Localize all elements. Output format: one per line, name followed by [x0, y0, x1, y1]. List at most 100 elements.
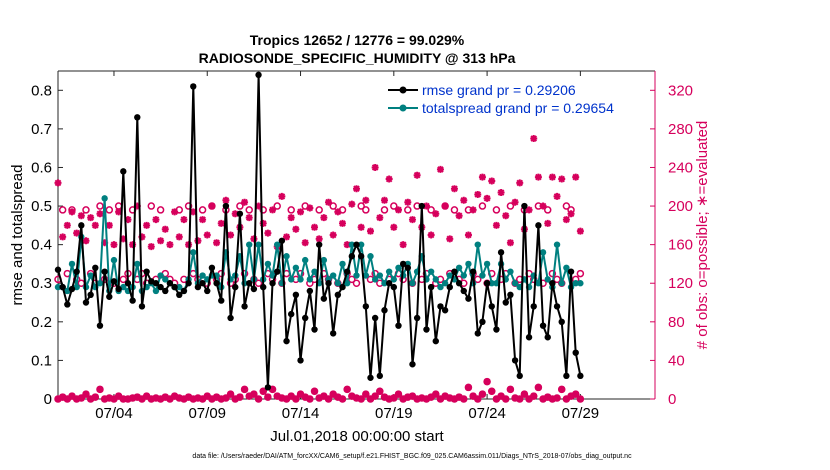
obs-evaluated-point-low — [269, 385, 277, 393]
obs-evaluated-point-low — [460, 395, 468, 403]
obs-evaluated-point-low — [301, 393, 309, 401]
obs-evaluated-point-low-shape — [222, 394, 230, 402]
rmse-point — [334, 291, 342, 299]
obs-evaluated-point-low-shape — [530, 392, 538, 400]
totalspread-point — [68, 260, 76, 268]
totalspread-point — [474, 241, 481, 248]
obs-evaluated-point-low-shape — [325, 395, 333, 403]
obs-evaluated-point-low-shape — [348, 392, 356, 400]
rmse-point — [539, 322, 547, 329]
obs-evaluated-point-shape — [63, 221, 71, 229]
obs-evaluated-point — [534, 173, 542, 181]
totalspread-point — [385, 268, 393, 275]
rmse-point — [441, 307, 449, 314]
obs-evaluated-point-shape — [110, 241, 118, 249]
obs-evaluated-point-low — [311, 387, 319, 395]
obs-evaluated-point-low-shape — [567, 392, 575, 400]
obs-possible-point — [390, 202, 398, 210]
left-y-tick-label: 0.5 — [31, 198, 52, 215]
totalspread-point — [110, 256, 118, 264]
totalspread-point — [288, 276, 295, 283]
obs-evaluated-point-shape — [562, 216, 570, 224]
obs-evaluated-point-low-shape — [278, 394, 286, 402]
obs-evaluated-point-low-shape — [436, 395, 444, 403]
obs-evaluated-point-low — [115, 392, 123, 400]
obs-possible-point — [352, 279, 361, 287]
obs-evaluated-point-low-shape — [362, 390, 370, 398]
rmse-point — [68, 285, 76, 293]
rmse-point — [367, 374, 374, 381]
rmse-point — [502, 299, 509, 306]
obs-evaluated-point-shape — [115, 208, 123, 216]
obs-evaluated-point — [283, 233, 291, 241]
x-tick-label: 07/14 — [282, 405, 320, 422]
totalspread-point — [311, 268, 318, 275]
left-y-axis: 0 0.1 0.2 0.3 0.4 0.5 0.6 0.7 0.8 — [31, 82, 63, 408]
rmse-point — [525, 334, 533, 341]
obs-possible-point — [362, 206, 370, 214]
obs-evaluated-point-shape — [227, 231, 235, 239]
obs-possible-point — [506, 202, 515, 210]
obs-evaluated-point-low — [231, 395, 239, 403]
obs-evaluated-point-shape — [203, 231, 211, 239]
obs-evaluated-point-shape — [73, 229, 81, 237]
obs-evaluated-point-shape — [525, 206, 533, 214]
obs-evaluated-point — [474, 190, 482, 198]
obs-evaluated-point — [101, 239, 109, 247]
totalspread-point — [558, 280, 565, 287]
obs-evaluated-point — [82, 237, 90, 245]
rmse-point — [185, 280, 192, 287]
totalspread-point — [432, 276, 439, 283]
rmse-point — [465, 295, 472, 302]
obs-evaluated-point — [73, 229, 81, 237]
obs-evaluated-point-shape — [245, 214, 253, 222]
obs-evaluated-point — [567, 210, 575, 218]
rmse-point — [362, 303, 370, 310]
rmse-point — [320, 295, 328, 302]
rmse-point — [59, 283, 66, 291]
obs-evaluated-point — [189, 208, 197, 216]
obs-evaluated-point-low — [385, 395, 393, 403]
rmse-point — [446, 283, 453, 291]
obs-evaluated-point-shape — [460, 196, 468, 204]
obs-possible-point — [254, 279, 263, 287]
obs-evaluated-point — [478, 173, 486, 181]
right-y-tick-label: 240 — [668, 159, 693, 176]
obs-evaluated-point-shape — [329, 231, 337, 239]
rmse-point — [493, 326, 500, 333]
rmse-point — [385, 280, 393, 287]
totalspread-point — [381, 280, 388, 287]
obs-evaluated-point-low — [91, 393, 99, 401]
obs-evaluated-point-low-shape — [180, 395, 188, 403]
rmse-point — [311, 326, 318, 333]
right-y-tick-label: 200 — [668, 198, 693, 215]
obs-evaluated-point-low — [334, 393, 342, 401]
rmse-point — [437, 303, 444, 310]
obs-evaluated-point-low-shape — [166, 395, 174, 403]
obs-evaluated-point — [488, 177, 496, 185]
obs-evaluated-point-shape — [404, 198, 412, 206]
obs-evaluated-point-shape — [553, 192, 561, 200]
rmse-point — [87, 291, 94, 299]
totalspread-point — [246, 241, 253, 248]
totalspread-point — [563, 264, 570, 271]
obs-evaluated-point-low — [530, 392, 538, 400]
obs-evaluated-point-shape — [133, 202, 141, 210]
obs-evaluated-point-shape — [516, 179, 524, 187]
obs-possible-point — [245, 206, 253, 214]
obs-evaluated-point-shape — [357, 223, 365, 231]
obs-evaluated-point-low-shape — [408, 392, 416, 400]
obs-evaluated-point-shape — [54, 179, 62, 187]
obs-evaluated-point-low-shape — [390, 394, 398, 402]
obs-evaluated-point-low-shape — [516, 395, 524, 403]
obs-evaluated-point — [241, 198, 249, 206]
totalspread-point — [493, 280, 500, 287]
totalspread-point — [427, 268, 435, 275]
obs-evaluated-point-low-shape — [404, 393, 412, 401]
obs-evaluated-point-shape — [567, 210, 575, 218]
rmse-point — [78, 222, 85, 229]
totalspread-point — [134, 260, 141, 268]
rmse-point — [283, 337, 290, 345]
obs-evaluated-point — [311, 223, 319, 231]
obs-evaluated-point-low — [59, 393, 67, 401]
